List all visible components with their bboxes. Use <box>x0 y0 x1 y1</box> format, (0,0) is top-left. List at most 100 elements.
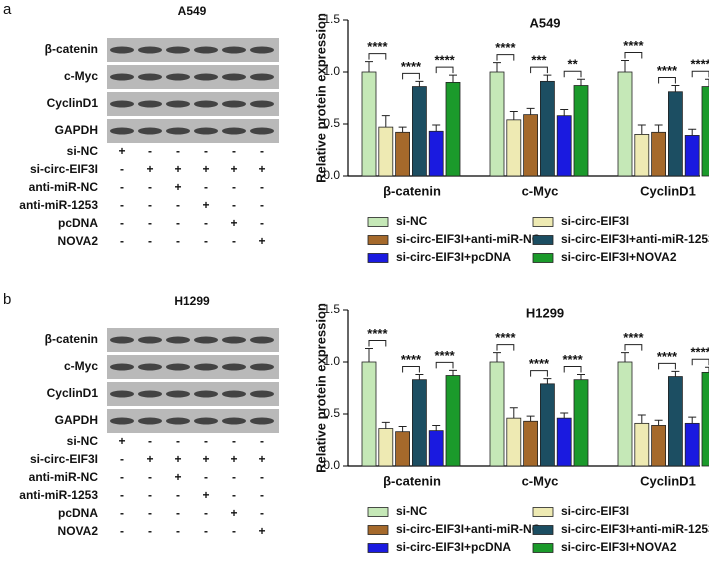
error-bar <box>705 366 709 373</box>
treatment-sign: + <box>230 452 237 466</box>
error-bar <box>493 62 501 72</box>
treatment-sign: - <box>204 470 208 484</box>
legend-swatch <box>532 507 554 517</box>
x-tick-label: CyclinD1 <box>640 473 696 488</box>
chart-title: A549 <box>529 15 560 30</box>
bar <box>701 86 709 177</box>
blot-band <box>222 46 246 54</box>
treatment-sign: + <box>258 524 265 538</box>
significance-label: **** <box>367 39 388 54</box>
significance-bracket <box>368 339 387 347</box>
blot-band <box>194 127 218 135</box>
blot-band <box>138 100 162 108</box>
significance-label: **** <box>367 326 388 341</box>
significance-label: **** <box>657 63 678 78</box>
bar <box>411 379 427 467</box>
legend-label: si-circ-EIF3I+anti-miR-NC <box>396 232 541 246</box>
significance-label: **** <box>529 356 550 371</box>
treatment-sign: + <box>118 144 125 158</box>
significance-bracket <box>563 70 582 78</box>
treatment-sign: - <box>260 434 264 448</box>
treatment-sign: - <box>232 198 236 212</box>
blot-band <box>138 363 162 371</box>
treatment-label: NOVA2 <box>58 524 99 538</box>
blot-band <box>110 363 134 371</box>
blot-band <box>222 417 246 425</box>
error-bar <box>637 124 646 135</box>
legend-label: si-NC <box>396 214 428 228</box>
bar <box>395 431 411 467</box>
treatment-sign: - <box>232 524 236 538</box>
significance-label: **** <box>495 330 516 345</box>
treatment-label: NOVA2 <box>58 234 99 248</box>
treatment-label: anti-miR-1253 <box>19 198 98 212</box>
blot-band <box>138 127 162 135</box>
legend-swatch <box>367 253 389 263</box>
bar <box>378 126 394 177</box>
significance-label: **** <box>434 348 455 363</box>
error-bar <box>449 369 457 376</box>
legend-label: si-circ-EIF3I <box>561 214 629 228</box>
significance-bracket <box>435 361 454 369</box>
error-bar <box>560 108 569 116</box>
blot-band <box>166 73 190 81</box>
treatment-label: si-circ-EIF3I <box>30 162 98 176</box>
legend-swatch <box>367 525 389 535</box>
treatment-sign: - <box>148 144 152 158</box>
treatment-sign: - <box>260 198 264 212</box>
bar <box>489 361 505 467</box>
treatment-sign: - <box>120 452 124 466</box>
treatment-sign: - <box>176 144 180 158</box>
treatment-label: pcDNA <box>58 216 98 230</box>
x-tick-label: CyclinD1 <box>640 183 696 198</box>
treatment-sign: - <box>176 488 180 502</box>
significance-label: **** <box>690 345 709 360</box>
treatment-label: anti-miR-NC <box>29 180 99 194</box>
significance-label: **** <box>401 59 422 74</box>
treatment-sign: - <box>148 434 152 448</box>
treatment-sign: + <box>230 162 237 176</box>
legend-label: si-circ-EIF3I+anti-miR-1253 <box>561 232 709 246</box>
blot-band <box>222 390 246 398</box>
treatment-sign: - <box>120 470 124 484</box>
treatment-label: si-NC <box>67 144 99 158</box>
protein-label: GAPDH <box>55 413 98 427</box>
significance-bracket <box>658 77 676 84</box>
legend-label: si-circ-EIF3I+anti-miR-1253 <box>561 522 709 536</box>
treatment-sign: + <box>258 452 265 466</box>
treatment-sign: - <box>176 216 180 230</box>
y-axis-label: Relative protein expression <box>313 13 328 183</box>
blot-band <box>166 46 190 54</box>
treatment-sign: - <box>148 216 152 230</box>
blot-band <box>222 100 246 108</box>
blot-title: A549 <box>178 4 207 18</box>
bar <box>556 417 572 467</box>
significance-bracket <box>496 344 515 351</box>
blot-band <box>194 390 218 398</box>
blot-band <box>110 127 134 135</box>
protein-label: CyclinD1 <box>47 96 99 110</box>
blot-band <box>138 46 162 54</box>
treatment-sign: - <box>120 216 124 230</box>
blot-title: H1299 <box>174 294 210 308</box>
blot-band <box>250 336 274 344</box>
error-bar <box>688 416 697 424</box>
bar <box>684 135 700 177</box>
error-bar <box>577 373 585 380</box>
bar <box>489 71 505 177</box>
error-bar <box>432 124 441 132</box>
bar <box>506 417 522 467</box>
treatment-sign: - <box>120 162 124 176</box>
error-bar <box>365 61 373 72</box>
x-tick-label: c-Myc <box>522 183 559 198</box>
protein-label: c-Myc <box>64 359 98 373</box>
treatment-sign: - <box>204 434 208 448</box>
blot-band <box>250 73 274 81</box>
treatment-label: anti-miR-1253 <box>19 488 98 502</box>
error-bar <box>577 78 585 86</box>
significance-bracket <box>435 66 454 74</box>
bar <box>523 420 538 467</box>
bar <box>411 86 427 177</box>
blot-band <box>194 417 218 425</box>
treatment-sign: - <box>204 524 208 538</box>
